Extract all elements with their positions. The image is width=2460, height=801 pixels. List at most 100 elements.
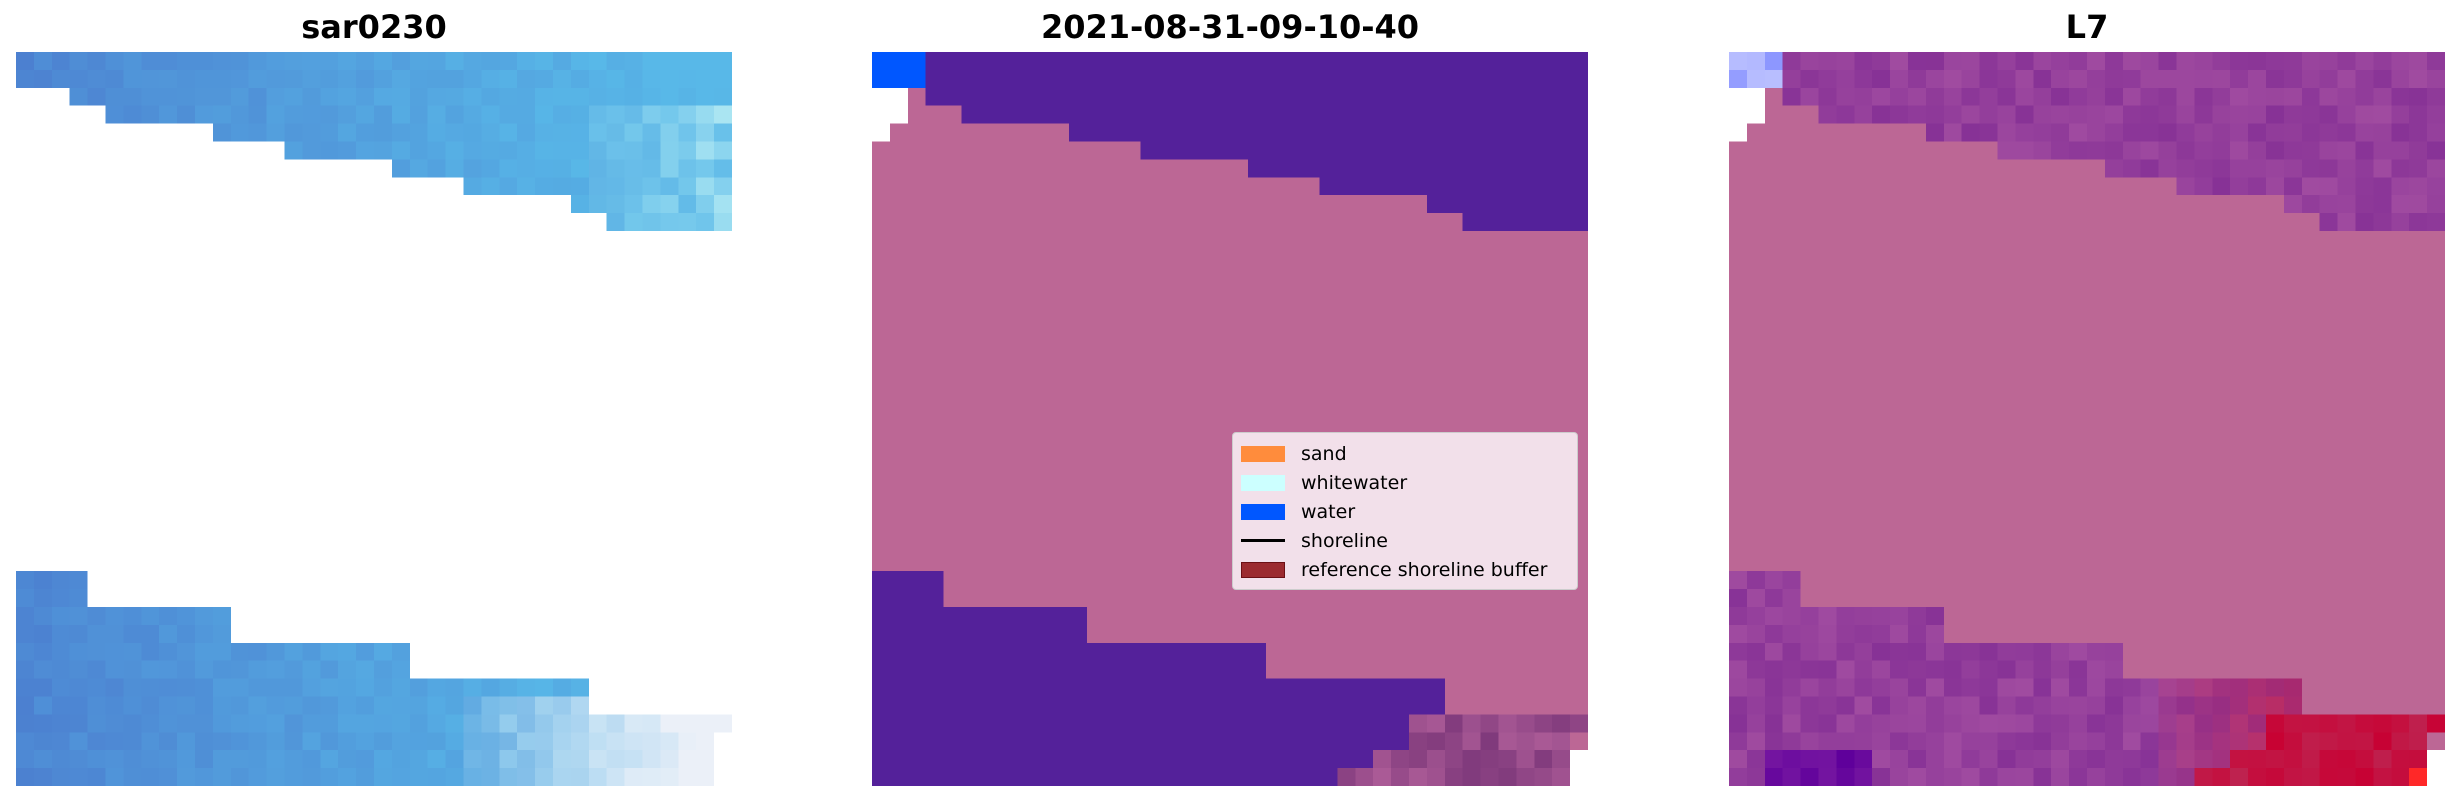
image-pixel	[1925, 445, 1945, 465]
image-pixel	[2248, 696, 2267, 715]
image-pixel	[2140, 714, 2159, 733]
image-pixel	[1104, 732, 1123, 751]
image-pixel	[1979, 535, 1998, 554]
image-pixel	[1355, 696, 1374, 715]
image-pixel	[2427, 517, 2445, 536]
image-pixel	[1265, 338, 1285, 357]
image-pixel	[1122, 624, 1141, 644]
image-pixel	[427, 266, 446, 286]
image-pixel	[212, 410, 232, 429]
image-pixel	[374, 678, 393, 697]
image-pixel	[1570, 105, 1588, 124]
image-pixel	[1319, 696, 1338, 715]
image-pixel	[1818, 338, 1837, 357]
image-pixel	[1373, 105, 1392, 124]
image-pixel	[51, 177, 71, 196]
image-pixel	[2087, 159, 2106, 178]
image-pixel	[961, 392, 980, 411]
image-pixel	[266, 374, 285, 393]
image-pixel	[1086, 499, 1106, 518]
image-pixel	[463, 159, 482, 178]
legend-swatch	[1241, 561, 1285, 578]
image-pixel	[1979, 248, 1998, 268]
image-pixel	[1068, 768, 1088, 786]
image-pixel	[338, 606, 357, 626]
image-pixel	[2158, 177, 2177, 196]
image-pixel	[2319, 624, 2338, 644]
image-pixel	[660, 213, 679, 232]
image-pixel	[1925, 427, 1945, 447]
image-pixel	[1800, 87, 1819, 107]
image-pixel	[1265, 302, 1285, 321]
image-pixel	[230, 231, 250, 250]
image-pixel	[302, 732, 321, 751]
image-pixel	[2373, 141, 2392, 160]
image-pixel	[1997, 231, 2016, 250]
image-pixel	[642, 69, 661, 89]
image-pixel	[570, 589, 590, 608]
image-pixel	[696, 499, 715, 518]
image-pixel	[2409, 696, 2428, 715]
image-pixel	[1319, 714, 1338, 733]
image-pixel	[2266, 768, 2285, 786]
image-pixel	[642, 606, 661, 626]
image-pixel	[1890, 678, 1909, 697]
image-pixel	[624, 141, 643, 160]
image-pixel	[1033, 374, 1052, 393]
image-pixel	[1516, 714, 1535, 733]
image-pixel	[1764, 517, 1784, 536]
image-pixel	[159, 678, 178, 697]
image-pixel	[1015, 624, 1034, 644]
image-pixel	[1086, 678, 1106, 697]
image-pixel	[570, 69, 590, 89]
image-pixel	[1979, 356, 1998, 375]
image-pixel	[266, 517, 285, 536]
image-pixel	[51, 642, 71, 662]
image-pixel	[2301, 105, 2321, 124]
image-pixel	[1570, 392, 1588, 411]
image-pixel	[1961, 410, 1980, 429]
image-pixel	[1854, 571, 1873, 590]
image-pixel	[1498, 302, 1517, 321]
image-pixel	[1800, 463, 1819, 483]
image-pixel	[159, 589, 178, 608]
image-pixel	[1158, 105, 1177, 124]
image-pixel	[1373, 624, 1392, 644]
image-pixel	[1961, 571, 1980, 590]
image-pixel	[230, 52, 250, 71]
image-pixel	[1015, 768, 1034, 786]
image-pixel	[1230, 768, 1249, 786]
image-pixel	[2248, 105, 2267, 124]
image-pixel	[1872, 105, 1891, 124]
image-pixel	[2158, 535, 2177, 554]
image-pixel	[2283, 642, 2303, 662]
image-pixel	[463, 195, 482, 214]
image-pixel	[16, 123, 35, 142]
image-pixel	[1373, 589, 1392, 608]
image-pixel	[445, 87, 464, 107]
image-pixel	[535, 231, 554, 250]
image-pixel	[624, 52, 643, 71]
image-pixel	[195, 553, 214, 572]
image-pixel	[1925, 123, 1945, 142]
image-pixel	[1033, 177, 1052, 196]
image-pixel	[481, 248, 500, 268]
image-pixel	[374, 141, 393, 160]
image-pixel	[2069, 678, 2088, 697]
image-pixel	[517, 571, 536, 590]
image-pixel	[51, 231, 71, 250]
image-pixel	[1247, 177, 1267, 196]
image-pixel	[2033, 177, 2052, 196]
image-pixel	[1872, 69, 1891, 89]
image-pixel	[1033, 213, 1052, 232]
image-pixel	[123, 517, 142, 536]
image-pixel	[302, 535, 321, 554]
image-pixel	[570, 427, 590, 447]
image-pixel	[535, 338, 554, 357]
image-pixel	[2212, 499, 2231, 518]
image-pixel	[1230, 642, 1249, 662]
image-pixel	[2248, 123, 2267, 142]
image-pixel	[2427, 320, 2445, 339]
image-pixel	[2301, 553, 2321, 572]
image-pixel	[499, 392, 518, 411]
